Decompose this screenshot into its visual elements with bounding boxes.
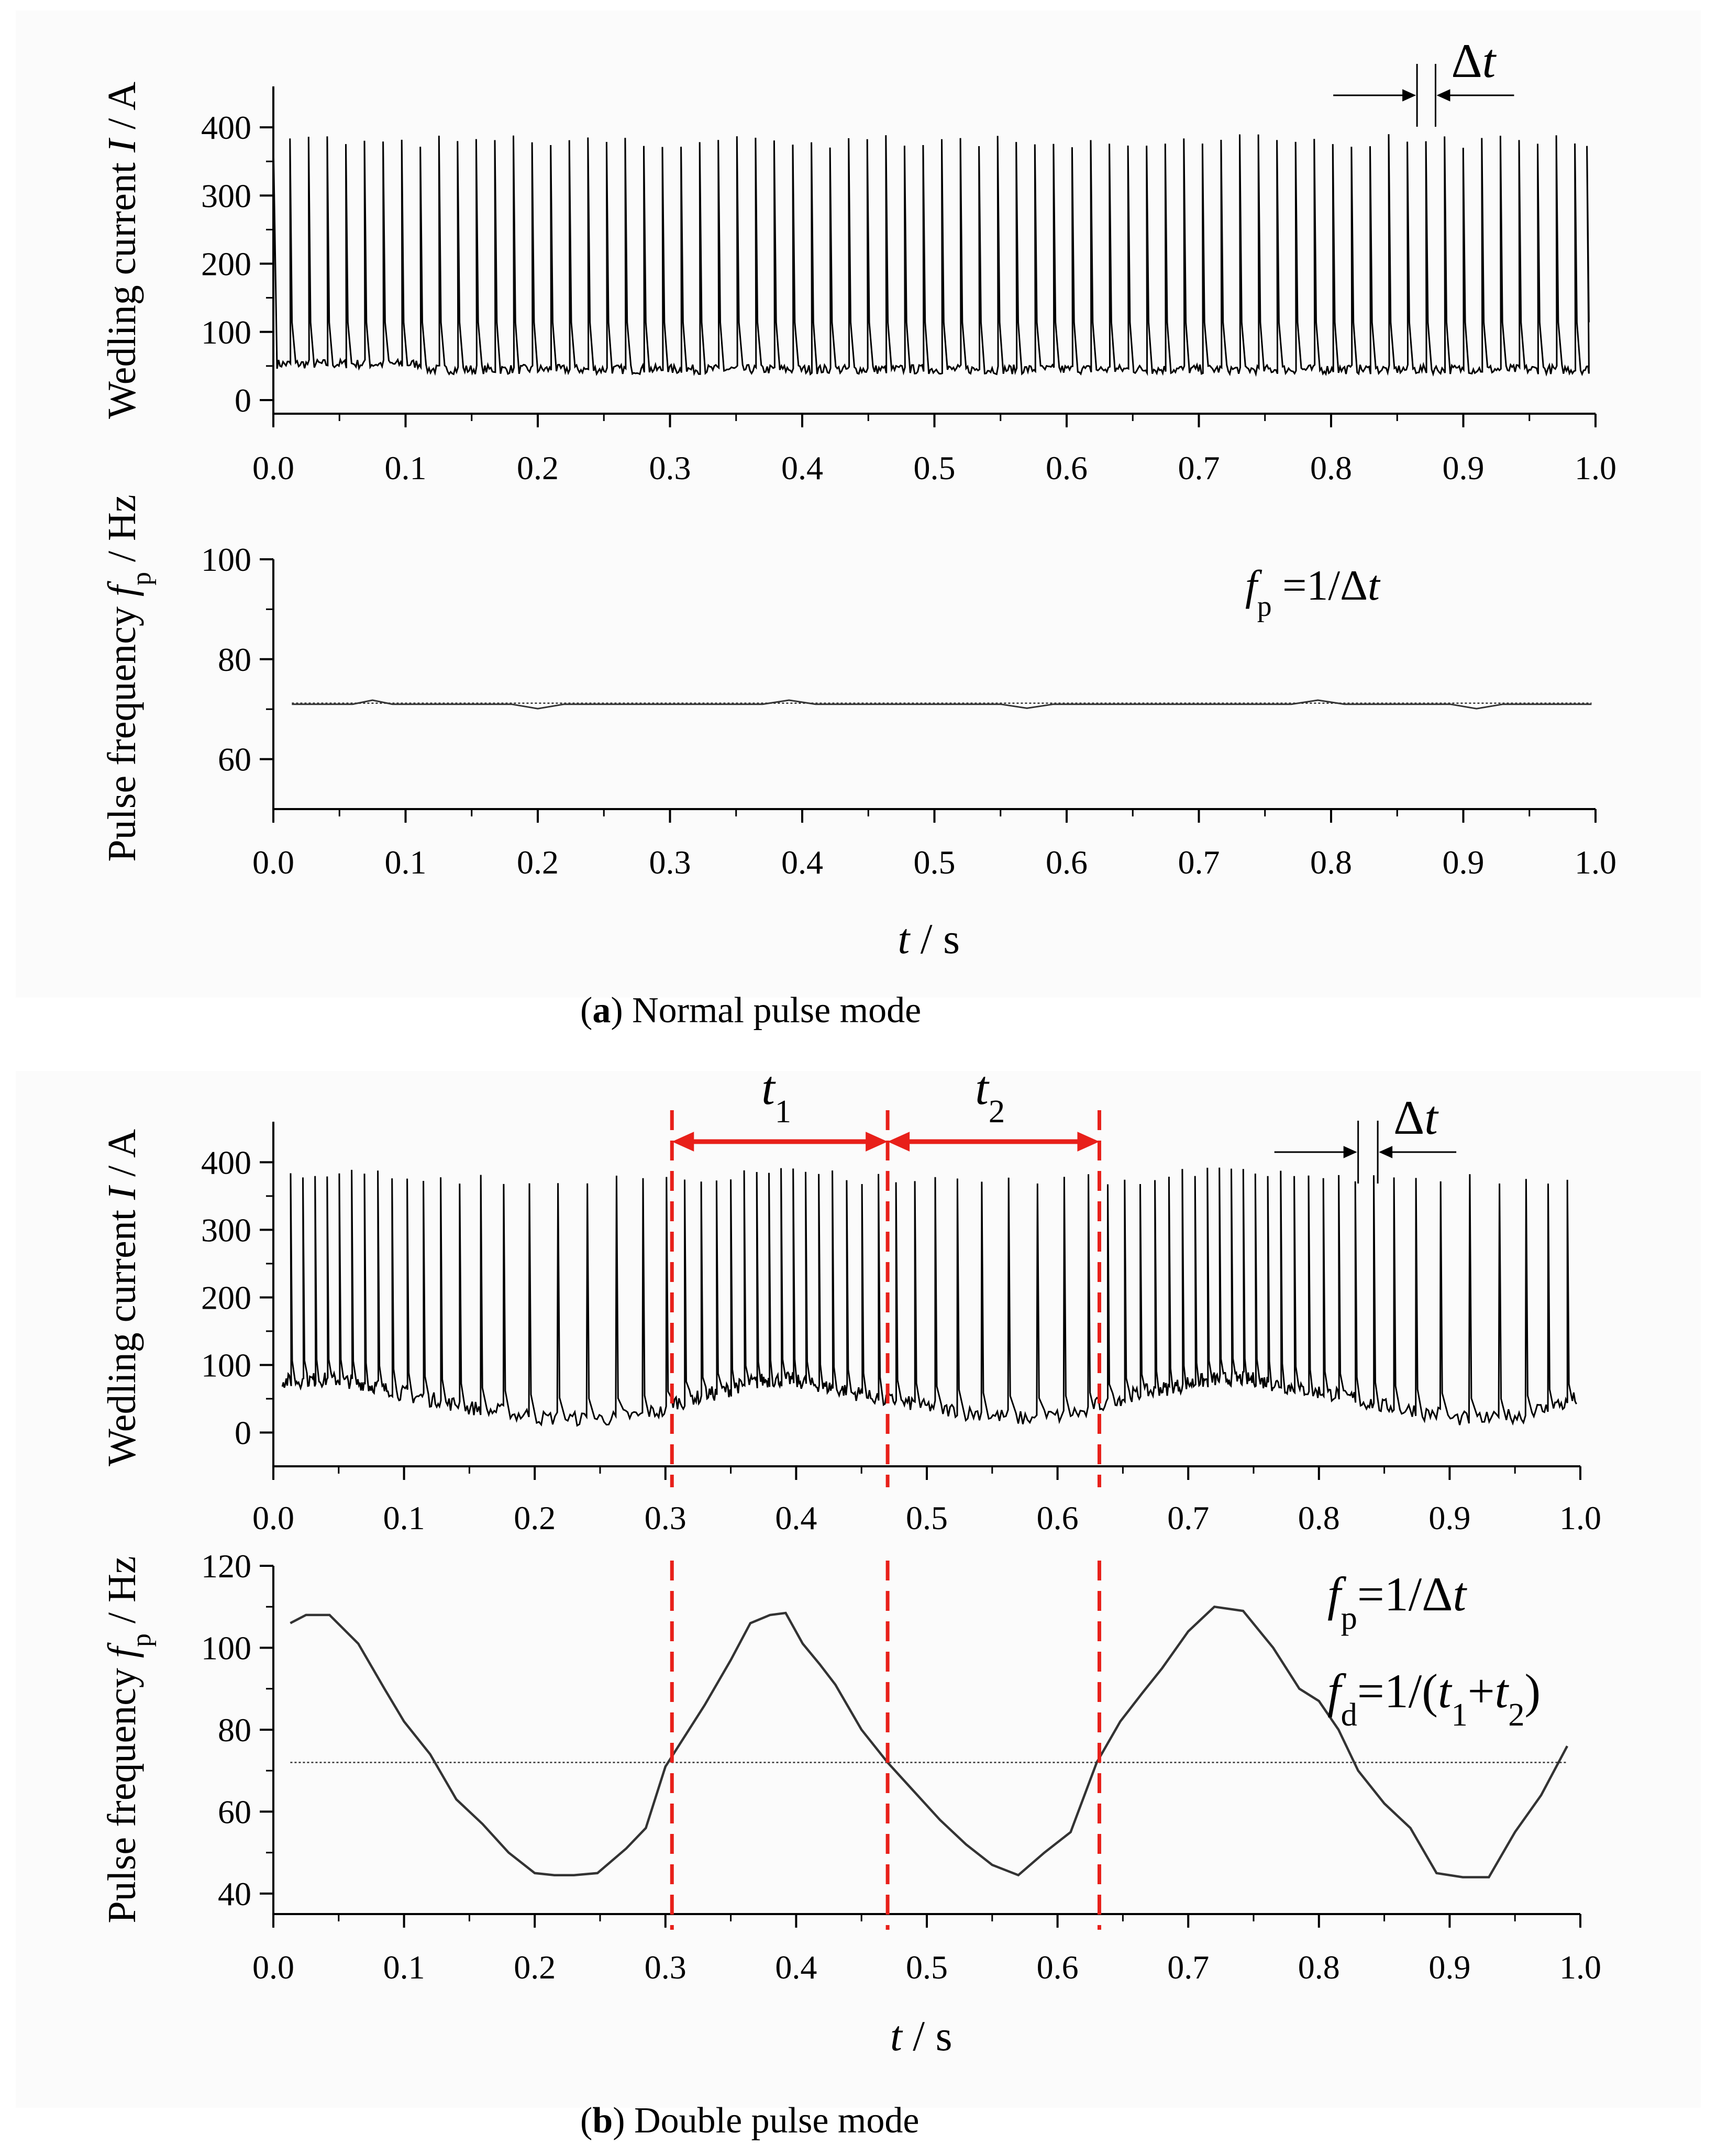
- a-frequency-x-tick-label: 0.5: [914, 844, 956, 881]
- b-frequency-x-tick-label: 0.7: [1167, 1949, 1209, 1986]
- b-current-x-tick-label: 0.3: [645, 1499, 686, 1536]
- a-frequency-x-tick-label: 0.6: [1046, 844, 1088, 881]
- b-frequency-x-tick-label: 0.1: [383, 1949, 425, 1986]
- b-current-x-tick-label: 0.6: [1037, 1499, 1079, 1536]
- b-current-y-axis-title: Wedling current I / A: [100, 1129, 144, 1466]
- a-current-x-tick-label: 1.0: [1575, 449, 1616, 487]
- b-frequency-y-axis-title: Pulse frequency fp / Hz: [100, 1556, 157, 1923]
- b-frequency-x-tick-label: 0.9: [1428, 1949, 1470, 1986]
- a-current-x-tick-label: 0.2: [517, 449, 559, 487]
- b-current-y-tick-label: 100: [201, 1346, 251, 1384]
- a-current-x-tick-label: 0.1: [385, 449, 427, 487]
- b-frequency-annotation-0-label: fp=1/Δt: [1327, 1567, 1467, 1636]
- a-current-x-tick-label: 0.6: [1046, 449, 1088, 487]
- b-current-x-tick-label: 0.1: [383, 1499, 425, 1536]
- a-current-y-tick-label: 0: [235, 382, 251, 419]
- panel-b-background: [16, 1071, 1701, 2108]
- a-frequency-x-tick-label: 0.3: [649, 844, 691, 881]
- panel-a-background: [16, 10, 1701, 998]
- b-current-y-tick-label: 200: [201, 1279, 251, 1316]
- b-current-x-tick-label: 0.0: [252, 1499, 294, 1536]
- a-frequency-x-tick-label: 0.9: [1443, 844, 1485, 881]
- a-current-y-tick-label: 100: [201, 314, 251, 351]
- a-current-y-axis-title: Wedling current I / A: [100, 82, 144, 419]
- b-frequency-x-tick-label: 0.8: [1298, 1949, 1340, 1986]
- a-frequency-y-tick-label: 80: [218, 641, 251, 678]
- a-frequency-x-tick-label: 0.8: [1310, 844, 1352, 881]
- b-current-x-tick-label: 0.4: [775, 1499, 817, 1536]
- b-current-annotation-1-head-right: [1077, 1132, 1100, 1152]
- a-current-annotation-0-label: Δt: [1451, 34, 1497, 87]
- a-frequency-x-tick-label: 0.7: [1178, 844, 1220, 881]
- a-frequency-x-tick-label: 1.0: [1575, 844, 1616, 881]
- b-frequency-x-tick-label: 1.0: [1559, 1949, 1601, 1986]
- b-current-annotation-0-head-left: [672, 1132, 694, 1152]
- a-current-y-tick-label: 200: [201, 246, 251, 283]
- a-frequency-annotation-0-label: fp =1/Δt: [1245, 561, 1381, 623]
- a-current-annotation-0-arrowhead-left: [1402, 89, 1416, 102]
- a-current-y-tick-label: 300: [201, 177, 251, 214]
- b-current-annotation-2-label: Δt: [1393, 1091, 1439, 1144]
- b-current-x-tick-label: 0.9: [1428, 1499, 1470, 1536]
- a-current-x-tick-label: 0.8: [1310, 449, 1352, 487]
- caption-a-text: Normal pulse mode: [632, 990, 922, 1031]
- b-current-annotation-2-arrowhead-right: [1379, 1146, 1393, 1158]
- b-current-x-tick-label: 1.0: [1559, 1499, 1601, 1536]
- b-current-x-tick-label: 0.8: [1298, 1499, 1340, 1536]
- b-frequency-y-tick-label: 80: [218, 1711, 251, 1749]
- a-frequency-x-tick-label: 0.2: [517, 844, 559, 881]
- a-current-x-tick-label: 0.4: [781, 449, 823, 487]
- a-frequency-x-axis-title: t / s: [898, 915, 960, 963]
- b-frequency-x-tick-label: 0.2: [514, 1949, 556, 1986]
- a-current-x-tick-label: 0.3: [649, 449, 691, 487]
- caption-b: (b) Double pulse mode: [580, 2100, 920, 2141]
- b-frequency-x-tick-label: 0.0: [252, 1949, 294, 1986]
- a-current-y-tick-label: 400: [201, 109, 251, 146]
- b-frequency-y-tick-label: 40: [218, 1875, 251, 1912]
- caption-b-letter: b: [592, 2100, 613, 2141]
- a-current-x-tick-label: 0.0: [252, 449, 294, 487]
- b-frequency-x-tick-label: 0.6: [1037, 1949, 1079, 1986]
- a-current-series-current: [272, 134, 1590, 377]
- a-frequency-x-tick-label: 0.4: [781, 844, 823, 881]
- b-current-annotation-1-label: t2: [975, 1061, 1005, 1130]
- b-current-y-tick-label: 300: [201, 1211, 251, 1248]
- b-frequency-x-axis-title: t / s: [890, 2012, 952, 2060]
- a-current-annotation-0-arrowhead-right: [1436, 89, 1450, 102]
- b-current-x-tick-label: 0.7: [1167, 1499, 1209, 1536]
- b-frequency-x-tick-label: 0.4: [775, 1949, 817, 1986]
- b-frequency-series-frequency: [290, 1605, 1568, 1878]
- a-frequency-x-tick-label: 0.1: [385, 844, 427, 881]
- b-current-x-tick-label: 0.5: [906, 1499, 948, 1536]
- caption-a: (a) Normal pulse mode: [580, 990, 922, 1031]
- a-frequency-y-axis-title: Pulse frequency fp / Hz: [100, 494, 157, 861]
- b-frequency-x-tick-label: 0.5: [906, 1949, 948, 1986]
- b-current-annotation-0-head-right: [866, 1132, 888, 1152]
- a-frequency-x-tick-label: 0.0: [252, 844, 294, 881]
- b-current-series-current: [281, 1167, 1577, 1427]
- a-frequency-y-tick-label: 100: [201, 541, 251, 578]
- a-current-x-tick-label: 0.5: [914, 449, 956, 487]
- b-current-annotation-1-head-left: [888, 1132, 910, 1152]
- a-current-x-tick-label: 0.9: [1443, 449, 1485, 487]
- caption-a-letter: a: [592, 990, 611, 1031]
- a-current-x-tick-label: 0.7: [1178, 449, 1220, 487]
- a-frequency-y-tick-label: 60: [218, 741, 251, 778]
- b-current-y-tick-label: 400: [201, 1144, 251, 1181]
- a-frequency-series-frequency: [292, 699, 1592, 710]
- b-frequency-annotation-1-label: fd=1/(t1+t2): [1327, 1664, 1541, 1733]
- b-current-annotation-2-arrowhead-left: [1343, 1146, 1357, 1158]
- b-current-x-tick-label: 0.2: [514, 1499, 556, 1536]
- b-frequency-x-tick-label: 0.3: [645, 1949, 686, 1986]
- caption-b-text: Double pulse mode: [634, 2100, 920, 2141]
- b-frequency-y-tick-label: 120: [201, 1547, 251, 1585]
- b-frequency-y-tick-label: 100: [201, 1629, 251, 1666]
- b-current-annotation-0-label: t1: [761, 1061, 791, 1130]
- b-frequency-y-tick-label: 60: [218, 1793, 251, 1830]
- b-current-y-tick-label: 0: [235, 1414, 251, 1451]
